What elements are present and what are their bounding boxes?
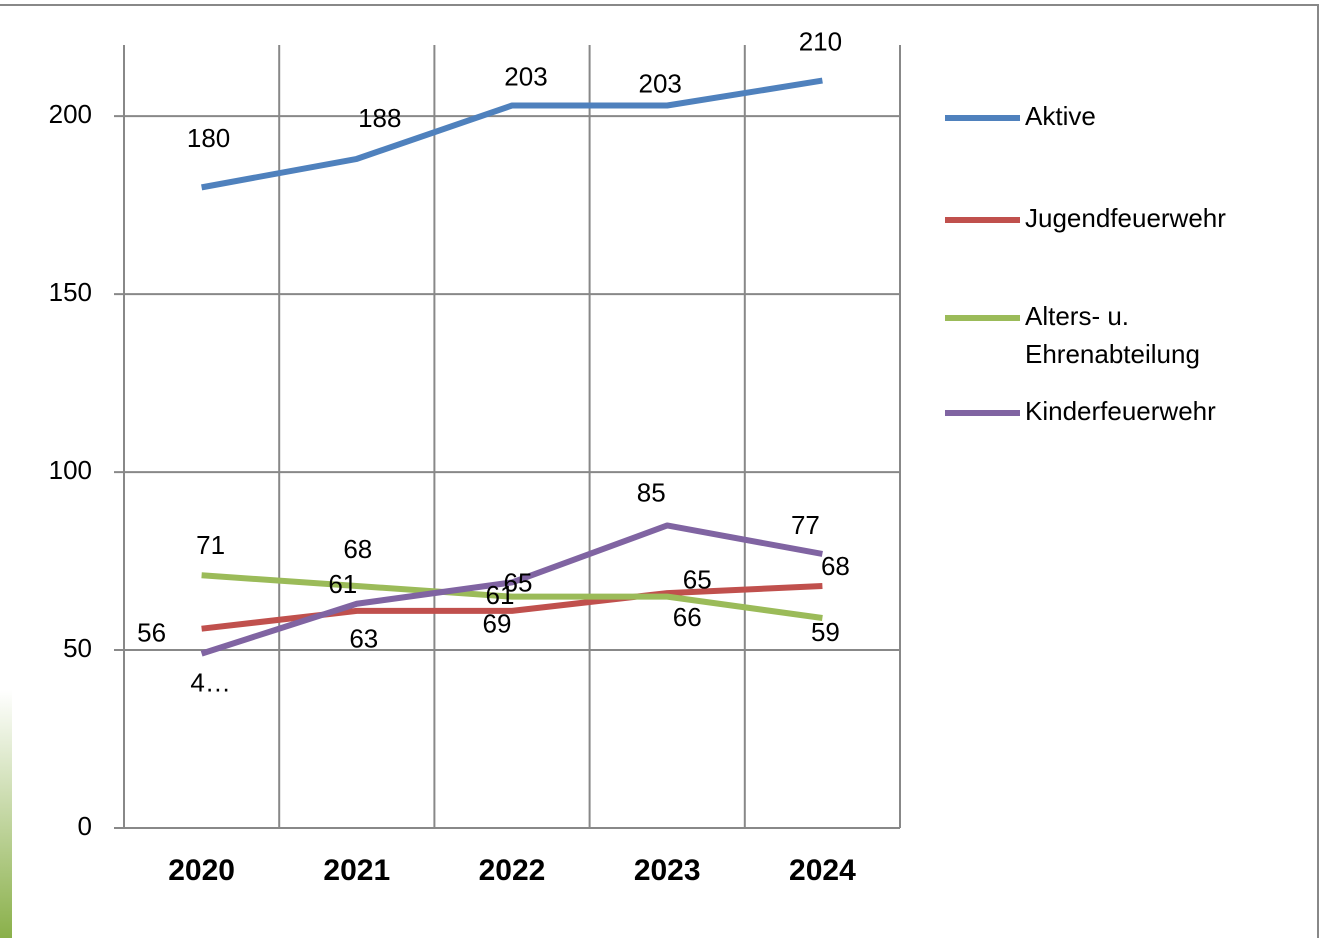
data-label: 69 [483,608,512,638]
decoration-strip [0,690,12,938]
line [201,77,823,191]
legend-label: Aktive [1025,101,1096,131]
data-label: 56 [137,618,166,648]
data-label: 71 [196,530,225,560]
legend-label: Jugendfeuerwehr [1025,203,1226,233]
data-label: 65 [504,568,533,598]
x-tick-label: 2022 [479,854,546,887]
data-label: 68 [343,534,372,564]
y-tick-label: 200 [49,99,92,129]
x-tick-label: 2024 [789,854,856,887]
legend-label: Kinderfeuerwehr [1025,396,1216,426]
x-tick-label: 2021 [323,854,390,887]
data-label: 85 [637,477,666,507]
frame [0,4,1319,938]
y-tick-label: 150 [49,277,92,307]
data-label: 59 [811,617,840,647]
data-label: 66 [673,602,702,632]
x-tick-label: 2020 [168,854,235,887]
data-label: 63 [349,624,378,654]
y-tick-label: 50 [63,633,92,663]
data-label: 203 [504,61,547,91]
line [200,522,823,657]
data-label: 188 [358,103,401,133]
data-label: 210 [799,26,842,56]
data-label: 203 [639,68,682,98]
legend-label: Alters- u. Ehrenabteilung [1025,301,1200,369]
y-tick-label: 0 [78,811,92,841]
data-label: 4… [190,667,230,697]
line [201,582,823,632]
data-label: 68 [821,551,850,581]
data-label: 180 [187,123,230,153]
x-tick-label: 2023 [634,854,701,887]
y-tick-label: 100 [49,455,92,485]
data-label: 65 [683,565,712,595]
data-label: 61 [328,569,357,599]
data-label: 61 [486,580,515,610]
data-label: 77 [791,510,820,540]
line [201,572,823,621]
